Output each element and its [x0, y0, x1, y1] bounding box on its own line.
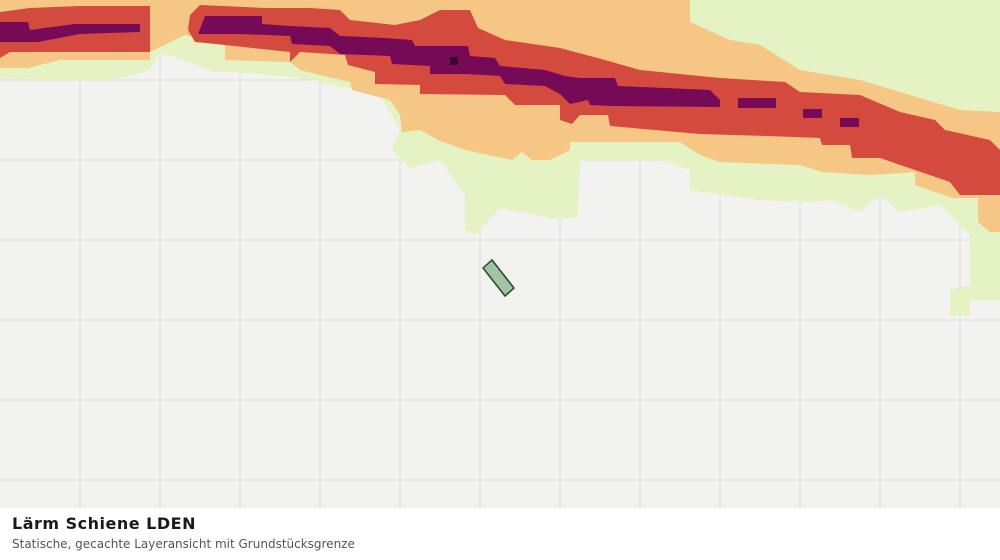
layer-title: Lärm Schiene LDEN	[12, 514, 196, 533]
noise-spot	[738, 98, 776, 108]
noise-zone-very-high	[0, 22, 140, 42]
layer-subtitle: Statische, gecachte Layeransicht mit Gru…	[12, 537, 355, 551]
noise-spot	[840, 118, 859, 127]
noise-zone-very-high	[198, 16, 720, 107]
caption: Lärm Schiene LDEN Statische, gecachte La…	[0, 508, 1000, 560]
parcel-boundary	[481, 258, 516, 298]
noise-spot	[803, 109, 822, 118]
noise-zone-medium	[0, 0, 1000, 232]
noise-spot	[450, 57, 458, 65]
map-canvas	[0, 0, 1000, 508]
